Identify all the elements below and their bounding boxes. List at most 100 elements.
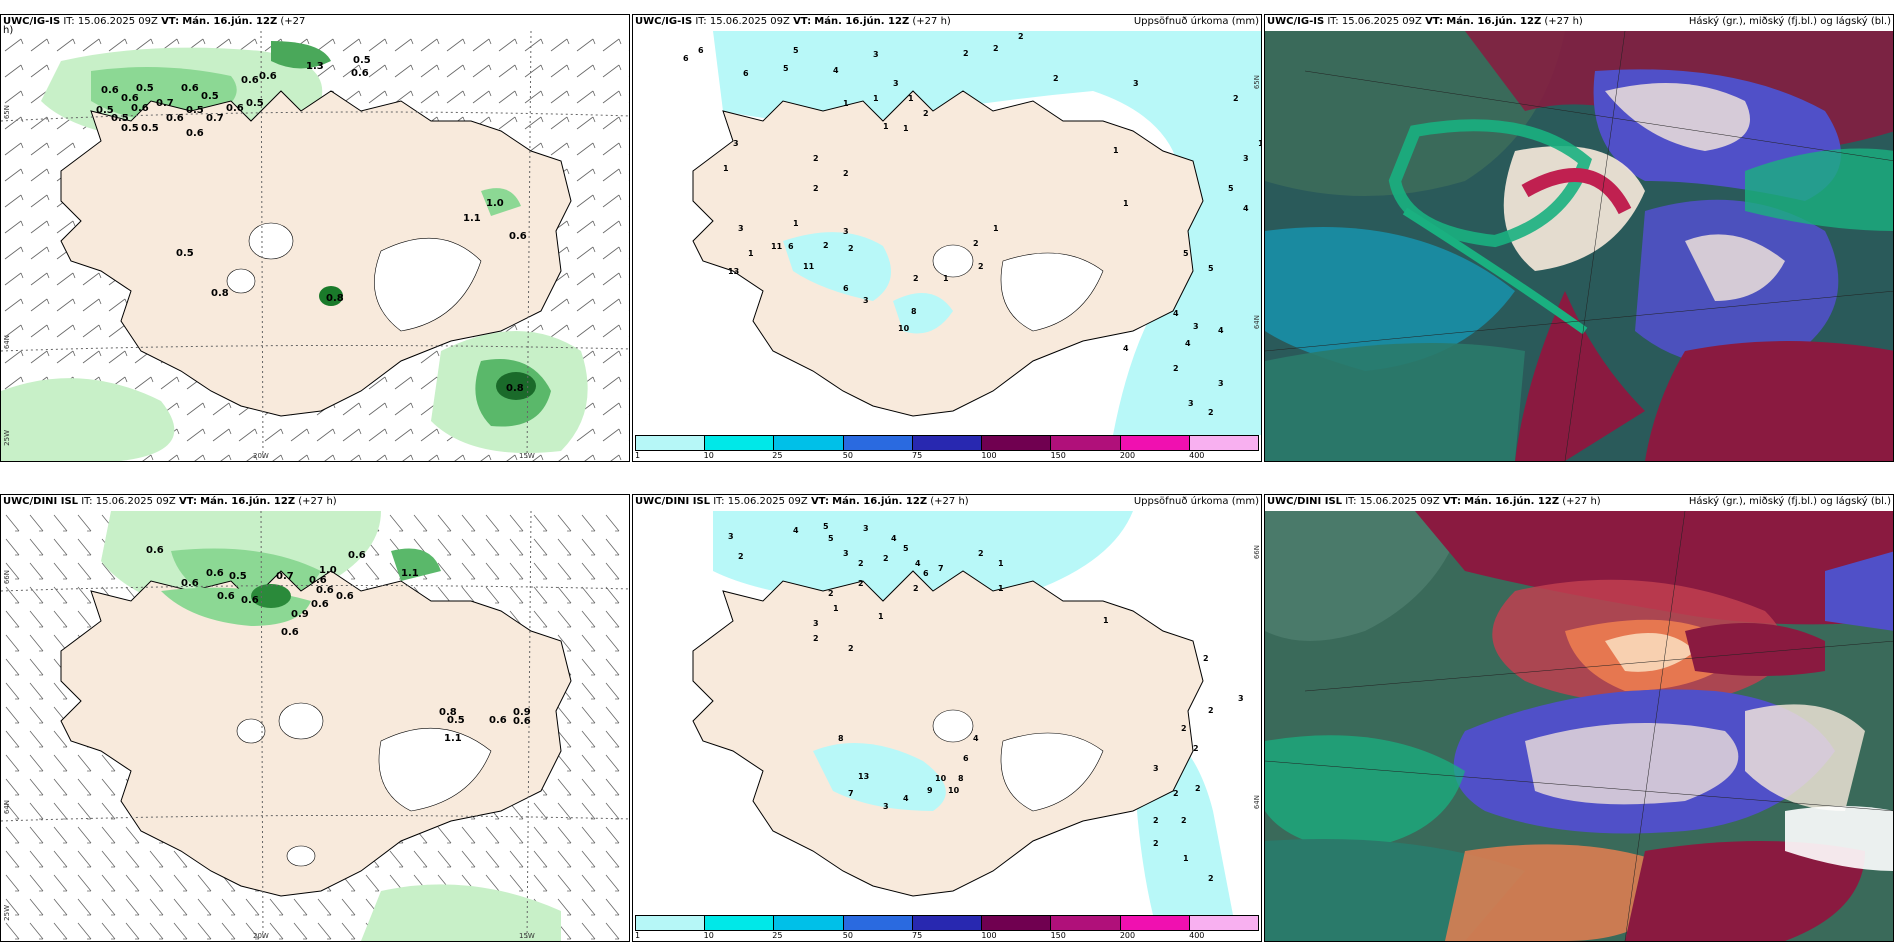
precip-value: 0.5 — [201, 91, 219, 102]
precip-value: 4 — [833, 66, 839, 75]
precip-value: 4 — [793, 526, 799, 535]
valid-time: Mán. 16.jún. 12Z — [814, 16, 910, 27]
valid-time: Mán. 16.jún. 12Z — [1446, 16, 1542, 27]
precip-value: 11 — [771, 242, 783, 251]
precip-value: 2 — [1153, 839, 1159, 848]
legend-tick: 400 — [1189, 931, 1205, 940]
precip-value: 3 — [1133, 79, 1139, 88]
precip-value: 1.1 — [463, 213, 481, 224]
precip-value: 0.6 — [166, 113, 184, 124]
precip-value: 5 — [1183, 249, 1189, 258]
panel-accum-precip-dini: UWC/DINI ISL IT: 15.06.2025 09Z VT: Mán.… — [632, 494, 1262, 942]
legend-tick: 400 — [1189, 451, 1205, 460]
lat-label: 65N — [1253, 75, 1261, 90]
precip-value: 3 — [1193, 322, 1199, 331]
lat-label: 64N — [1253, 795, 1261, 810]
lat-label: 65N — [3, 105, 11, 120]
lead-time: (+27 h) — [1562, 496, 1601, 507]
precip-value: 5 — [823, 522, 829, 531]
precip-value: 3 — [873, 50, 879, 59]
precip-value: 0.6 — [121, 93, 139, 104]
precip-value: 0.5 — [111, 113, 129, 124]
legend-swatch — [774, 916, 844, 930]
legend-swatch — [982, 436, 1052, 450]
lat-label: 64N — [1253, 315, 1261, 330]
precip-value: 0.5 — [353, 55, 371, 66]
precip-value: 0.5 — [96, 105, 114, 116]
precip-value: 5 — [1208, 264, 1214, 273]
panel-header: UWC/IG-IS IT: 15.06.2025 09Z VT: Mán. 16… — [1265, 15, 1893, 31]
precip-value: 13 — [728, 267, 739, 276]
legend-tick: 50 — [842, 931, 853, 940]
precip-value: 2 — [1181, 724, 1187, 733]
panel-header: UWC/IG-IS IT: 15.06.2025 09Z VT: Mán. 16… — [1, 15, 629, 31]
model-name: UWC/DINI ISL — [635, 496, 711, 507]
cloud-map — [1265, 31, 1893, 461]
legend-tick: 200 — [1119, 931, 1136, 940]
precip-value: 0.6 — [226, 103, 244, 114]
precip-value: 3 — [738, 224, 744, 233]
precip-value: 5 — [783, 64, 789, 73]
precip-value: 3 — [728, 532, 734, 541]
lon-label: 25W — [3, 905, 11, 921]
precip-value: 2 — [993, 44, 999, 53]
precip-value: 1.0 — [486, 198, 504, 209]
lon-label: 15W — [519, 452, 535, 460]
precip-value: 4 — [1123, 344, 1129, 353]
model-name: UWC/DINI ISL — [1267, 496, 1343, 507]
precip-value: 3 — [1238, 694, 1244, 703]
legend-tick: 1 — [635, 451, 641, 460]
precip-value: 2 — [978, 549, 984, 558]
panel-title: Uppsöfnuð úrkoma (mm) — [1133, 16, 1259, 27]
legend-swatch — [774, 436, 844, 450]
precip-value: 0.6 — [348, 550, 366, 561]
panel-header: UWC/DINI ISL IT: 15.06.2025 09Z VT: Mán.… — [1265, 495, 1893, 511]
precip-value: 2 — [843, 169, 849, 178]
precip-value: 0.6 — [146, 545, 164, 556]
lon-label: 20W — [253, 932, 269, 940]
precip-value: 2 — [973, 239, 979, 248]
precip-value: 1 — [998, 584, 1004, 593]
precip-value: 6 — [698, 46, 704, 55]
legend-tick: 25 — [772, 931, 783, 940]
precip-value: 0.5 — [229, 571, 247, 582]
precip-value: 1 — [793, 219, 799, 228]
precip-value: 1.0 — [319, 565, 337, 576]
precip-value: 4 — [973, 734, 979, 743]
init-time: 15.06.2025 09Z — [95, 496, 176, 507]
precip-value: 2 — [1193, 744, 1199, 753]
valid-time: Mán. 16.jún. 12Z — [200, 496, 296, 507]
precip-value: 0.6 — [186, 128, 204, 139]
precip-value: 3 — [813, 619, 819, 628]
precip-value: 6 — [923, 569, 929, 578]
wind-precip-map: 0.6 0.6 0.5 0.6 0.5 0.6 0.6 0.5 0.5 0.6 … — [1, 31, 629, 461]
precip-value: 1 — [878, 612, 884, 621]
precip-value: 7 — [848, 789, 854, 798]
precip-value: 1.1 — [444, 733, 462, 744]
legend-tick: 10 — [703, 931, 714, 940]
panel-title: Háský (gr.), miðský (fj.bl.) og lágský (… — [1688, 496, 1891, 507]
precip-value: 2 — [848, 244, 854, 253]
precip-value: 1 — [943, 274, 949, 283]
precip-value: 0.6 — [259, 71, 277, 82]
precip-value: 6 — [683, 54, 689, 63]
precip-value: 0.6 — [351, 68, 369, 79]
precip-value: 0.6 — [217, 591, 235, 602]
precip-value: 10 — [948, 786, 960, 795]
precip-value: 3 — [733, 139, 739, 148]
precip-value: 0.5 — [176, 248, 194, 259]
precip-value: 1 — [1258, 139, 1262, 148]
precip-value: 0.5 — [121, 123, 139, 134]
panel-header: UWC/IG-IS IT: 15.06.2025 09Z VT: Mán. 16… — [633, 15, 1261, 31]
precip-value: 0.9 — [513, 707, 531, 718]
precip-value: 1 — [833, 604, 839, 613]
map-area: 0.6 0.6 0.5 0.6 0.5 0.6 0.6 0.5 0.5 0.6 … — [1, 31, 629, 461]
precip-value: 2 — [1053, 74, 1059, 83]
legend-swatch — [843, 436, 913, 450]
lead-time-wrap: h) — [3, 25, 14, 36]
map-area — [1265, 511, 1893, 941]
lat-label: 66N — [1253, 545, 1261, 560]
precip-value: 5 — [903, 544, 909, 553]
legend-tick: 100 — [981, 451, 997, 460]
legend-bar — [635, 915, 1259, 931]
